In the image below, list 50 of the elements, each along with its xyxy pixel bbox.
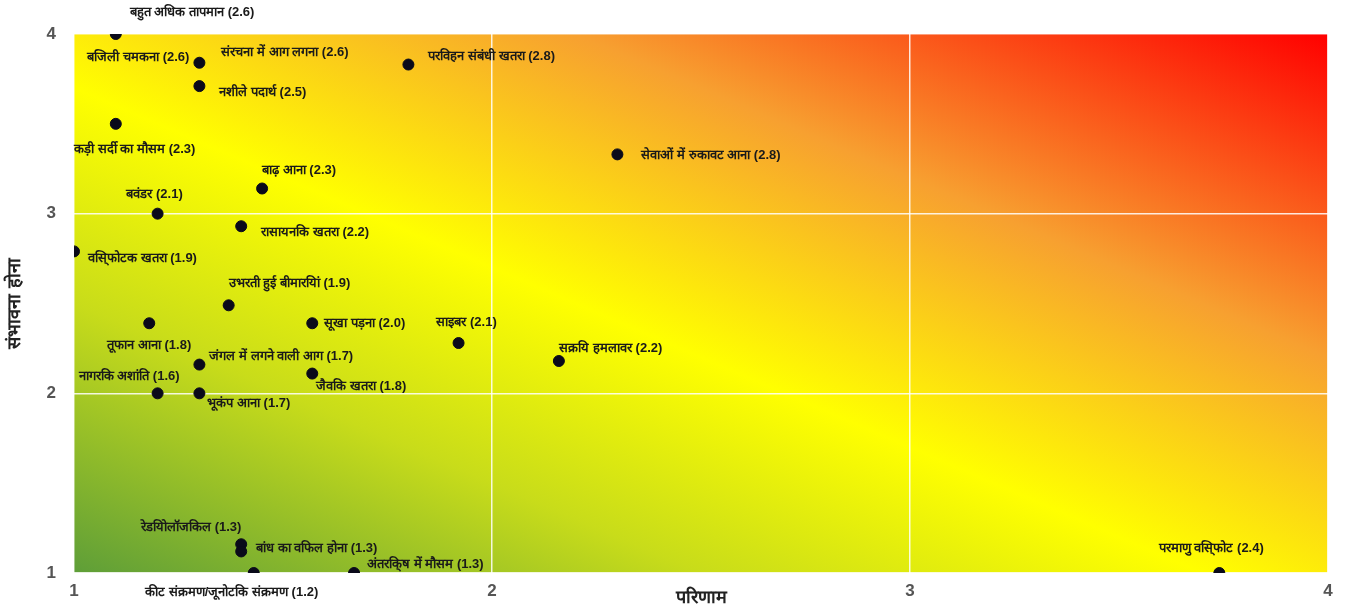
annotation: रेडयिोलॉजकिल (1.3): [140, 518, 242, 534]
annotation: बहुत अधिक तापमान (2.6): [128, 3, 255, 21]
annotation: नागरकि अशांति (1.6): [77, 367, 180, 383]
annotation: बजिली चमकना (2.6): [86, 49, 190, 65]
annotation: बांध का वफिल होना (1.3): [255, 540, 378, 556]
annotation: परमाणु वसि्फोट (2.4): [1157, 539, 1264, 556]
point: [193, 80, 206, 93]
point: [151, 207, 164, 220]
annotation: बवंडर (2.1): [125, 186, 183, 202]
point: [193, 387, 206, 400]
y-tick-label: 1: [46, 562, 56, 582]
x-tick-label: 1: [69, 580, 79, 600]
point: [235, 220, 248, 233]
point: [611, 148, 624, 161]
y-tick-label: 3: [46, 203, 56, 223]
point: [402, 58, 415, 71]
y-tick-label: 4: [46, 23, 57, 43]
annotation: सेवाओं में रुकावट आना (2.8): [640, 146, 781, 162]
annotation: उभरती हुई बीमारयिां (1.9): [227, 274, 351, 292]
annotation: नशीले पदार्थ (2.5): [218, 83, 307, 99]
annotation: सूखा पड़ना (2.0): [323, 314, 406, 331]
x-tick-label: 3: [905, 580, 915, 600]
point: [193, 56, 206, 69]
point: [193, 358, 206, 371]
point: [151, 387, 164, 400]
point: [143, 317, 156, 330]
annotation: सक्रयि हमलावर (2.2): [558, 339, 663, 355]
point: [109, 117, 122, 130]
annotation: कड़ी सर्दी का मौसम (2.3): [73, 141, 196, 157]
annotation: अंतरकि्ष में मौसम (1.3): [367, 555, 484, 572]
x-tick-label: 4: [1323, 580, 1334, 600]
point: [306, 317, 319, 330]
annotation: जैवकि खतरा (1.8): [315, 378, 407, 394]
x-axis-title: परिणाम: [674, 586, 728, 608]
point: [452, 337, 465, 350]
annotation: बाढ़ आना (2.3): [261, 162, 337, 178]
y-tick-label: 2: [46, 383, 56, 403]
point: [222, 299, 235, 312]
x-tick-label: 2: [487, 580, 497, 600]
point: [256, 182, 269, 195]
annotation: कीट संक्रमण/जूनोटकि संक्रमण (1.2): [144, 583, 319, 600]
annotation: रासायनकि खतरा (2.2): [260, 223, 370, 239]
annotation: वसि्फोटक खतरा (1.9): [87, 249, 197, 266]
annotation: जंगल में लगने वाली आग (1.7): [208, 348, 354, 364]
point: [552, 354, 565, 367]
y-axis-title: संभावना होना: [2, 257, 24, 350]
annotation: भूकंप आना (1.7): [207, 394, 291, 411]
annotation: संरचना में आग लगना (2.6): [220, 44, 349, 60]
point: [306, 367, 319, 380]
annotation: तूफान आना (1.8): [106, 336, 192, 353]
